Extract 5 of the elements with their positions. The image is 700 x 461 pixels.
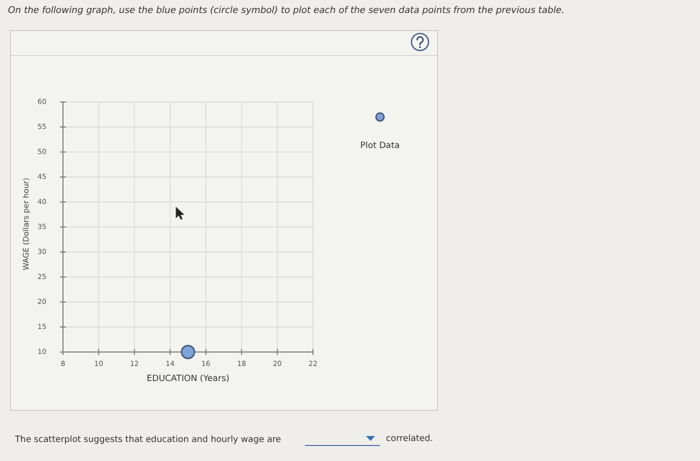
x-axis-title: EDUCATION (Years) [146, 374, 230, 384]
text: Plot Data [360, 141, 400, 151]
text: The scatterplot suggests that education and hourly wage are [14, 435, 282, 445]
text: On the following graph, use the blue points (circle symbol) to plot each of the seven data points from the previous table. [8, 5, 564, 16]
text: correlated. [386, 434, 434, 444]
